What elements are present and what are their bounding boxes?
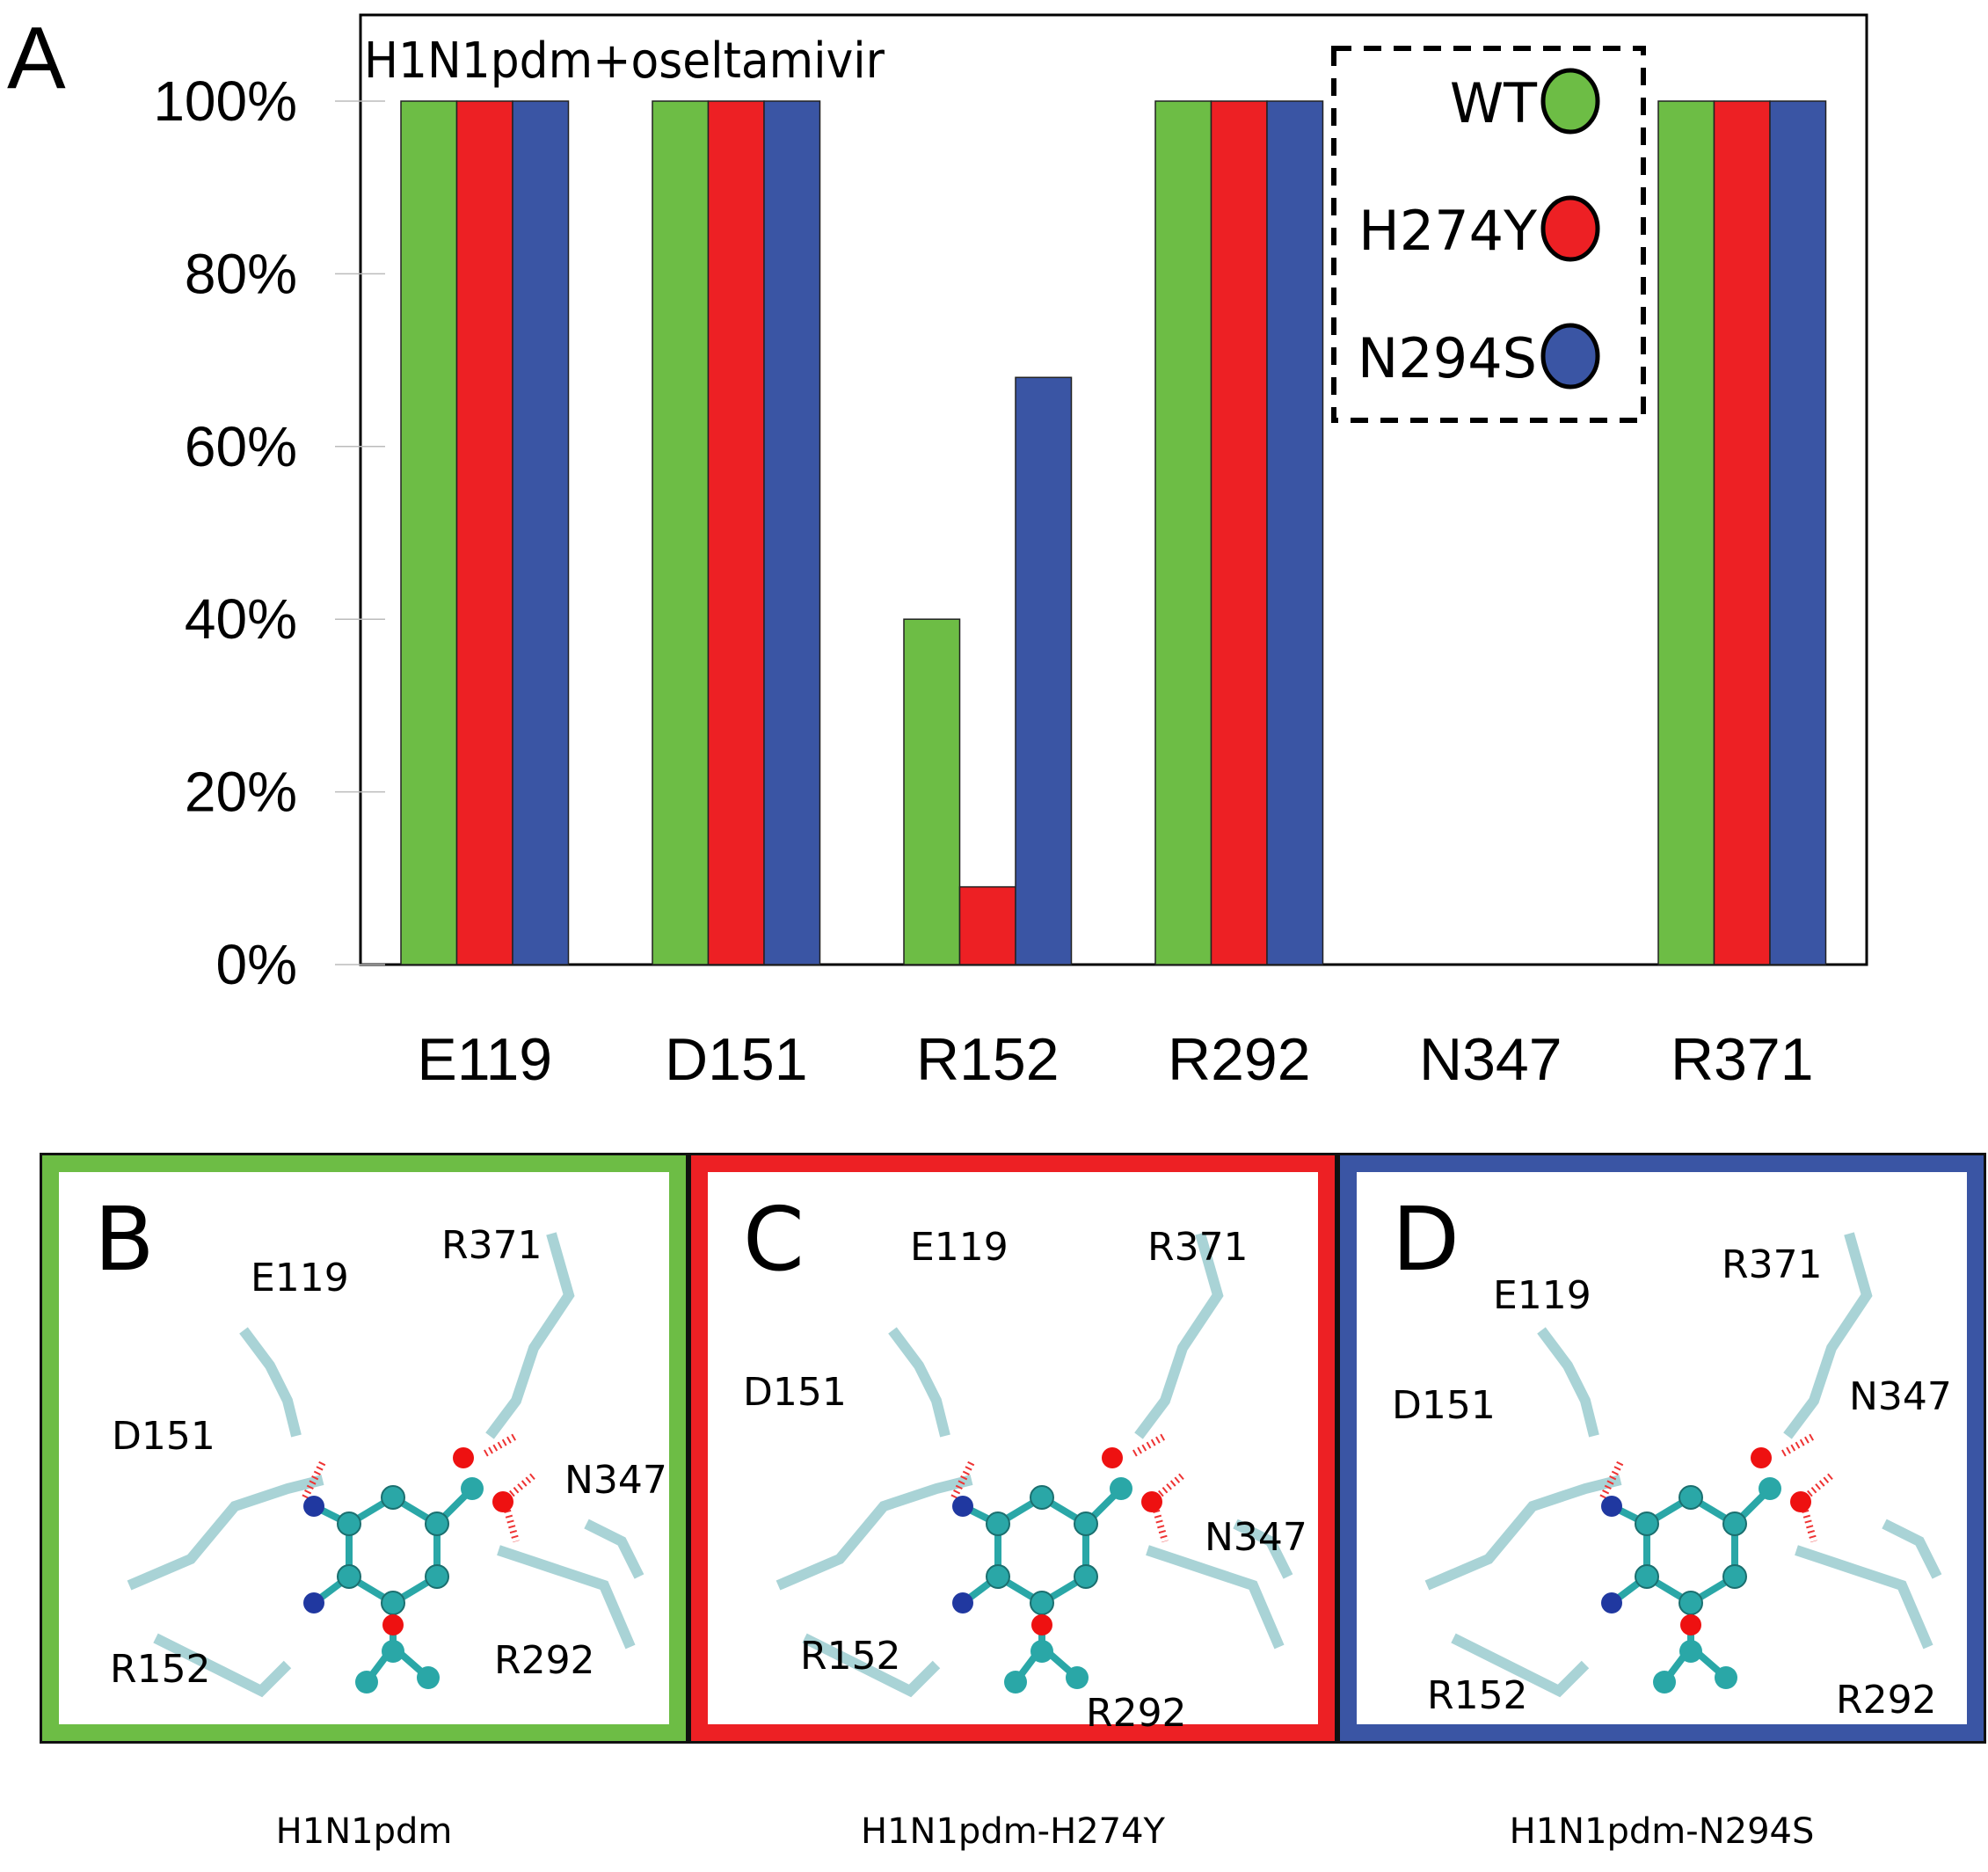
panel-d: D E119 R371 D151 N347 R152 R292 [1337, 1153, 1986, 1744]
residue-label-r152: R152 [800, 1634, 901, 1679]
residue-label-r371: R371 [441, 1223, 543, 1268]
panel-a-letter: A [7, 9, 66, 107]
bar-e119-h274y [455, 100, 513, 965]
residue-label-n347: N347 [564, 1458, 667, 1503]
legend-box [1331, 46, 1646, 423]
panel-image-area: B E119 R371 D151 N347 R152 R292 [59, 1172, 669, 1724]
molecule-structure-image [776, 1232, 1293, 1698]
legend: WT H274Y N294S [1331, 46, 1646, 423]
bar-e119-n294s [512, 100, 570, 965]
residue-label-e119: E119 [251, 1256, 349, 1300]
x-tick-label: N347 [1419, 1026, 1562, 1093]
residue-label-r292: R292 [1086, 1691, 1187, 1736]
legend-label: WT [1450, 71, 1538, 135]
panel-letter: B [94, 1188, 155, 1291]
bar-r371-h274y [1713, 100, 1771, 965]
panel-caption: H1N1pdm-H274Y [861, 1811, 1165, 1852]
panel-c: C E119 R371 D151 N347 R152 R292 [688, 1153, 1337, 1744]
x-tick-label: R371 [1671, 1026, 1814, 1093]
bar-d151-h274y [707, 100, 765, 965]
panel-caption: H1N1pdm [275, 1811, 453, 1852]
legend-marker-n294s [1540, 323, 1600, 390]
residue-label-r371: R371 [1147, 1225, 1249, 1270]
y-tick-label: 40% [185, 587, 297, 651]
residue-label-r292: R292 [494, 1638, 595, 1683]
y-tick-label: 60% [185, 415, 297, 478]
panel-b: B E119 R371 D151 N347 R152 R292 [40, 1153, 688, 1744]
chart-title: H1N1pdm+oseltamivir [364, 33, 885, 90]
bar-r292-n294s [1266, 100, 1324, 965]
bar-r371-n294s [1769, 100, 1827, 965]
residue-label-d151: D151 [1392, 1383, 1496, 1428]
bar-d151-n294s [763, 100, 821, 965]
legend-marker-wt [1540, 68, 1600, 135]
bar-e119-wt [400, 100, 458, 965]
residue-label-r152: R152 [1427, 1673, 1528, 1718]
residue-label-e119: E119 [910, 1225, 1009, 1270]
panel-image-area: D E119 R371 D151 N347 R152 R292 [1357, 1172, 1967, 1724]
residue-label-e119: E119 [1493, 1273, 1591, 1318]
panel-letter: D [1392, 1188, 1460, 1291]
bar-r292-h274y [1210, 100, 1268, 965]
bar-r152-n294s [1015, 376, 1073, 965]
x-tick-label: D151 [665, 1026, 808, 1093]
legend-marker-h274y [1540, 195, 1600, 262]
x-tick-label: R292 [1168, 1026, 1311, 1093]
residue-label-n347: N347 [1205, 1515, 1307, 1560]
y-tick-label: 100% [153, 69, 297, 133]
bar-r152-wt [903, 618, 961, 965]
legend-label: N294S [1358, 326, 1537, 390]
x-tick-label: R152 [916, 1026, 1060, 1093]
panel-letter: C [743, 1188, 805, 1291]
bar-d151-wt [652, 100, 710, 965]
bar-chart: A 0% 20% 40% 60% 80% 100% E119 D151 R152 R292 N34… [7, 9, 1868, 1093]
panel-image-area: C E119 R371 D151 N347 R152 R292 [708, 1172, 1318, 1736]
molecule-structure-image [1424, 1232, 1942, 1698]
y-tick-label: 0% [216, 933, 298, 996]
bar-r292-wt [1154, 100, 1212, 965]
residue-label-n347: N347 [1849, 1374, 1952, 1419]
bar-r371-wt [1657, 100, 1715, 965]
plot-area [359, 13, 1868, 966]
panel-caption: H1N1pdm-N294S [1509, 1811, 1815, 1852]
legend-label: H274Y [1358, 199, 1537, 263]
residue-label-r292: R292 [1836, 1678, 1937, 1723]
bar-r152-h274y [958, 885, 1016, 965]
y-tick-label: 80% [185, 242, 297, 305]
residue-label-r371: R371 [1722, 1242, 1823, 1287]
residue-label-d151: D151 [112, 1414, 215, 1459]
x-tick-label: E119 [417, 1026, 552, 1093]
residue-label-r152: R152 [110, 1647, 211, 1692]
residue-label-d151: D151 [743, 1370, 847, 1415]
y-tick-label: 20% [185, 761, 297, 824]
molecule-structure-image [127, 1232, 644, 1698]
